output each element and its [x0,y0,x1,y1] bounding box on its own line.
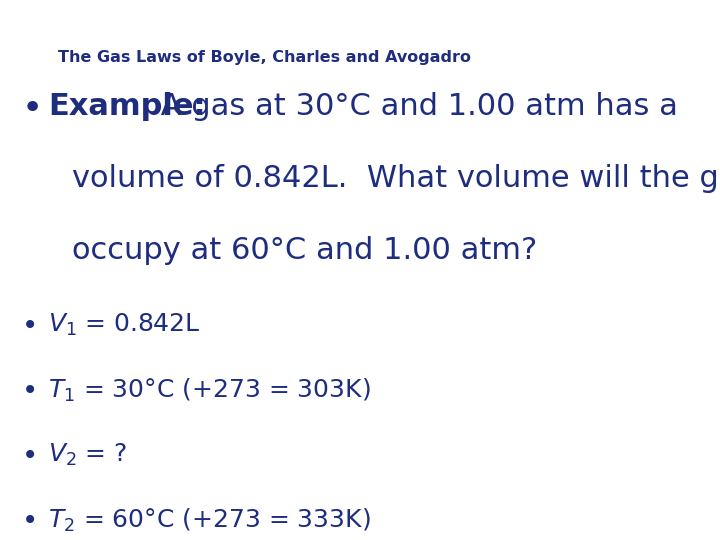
Text: •: • [22,377,38,405]
Text: Example:: Example: [48,92,206,121]
Text: The Gas Laws of Boyle, Charles and Avogadro: The Gas Laws of Boyle, Charles and Avoga… [58,50,471,65]
Text: $V_2$ = ?: $V_2$ = ? [48,442,127,468]
Text: •: • [22,92,43,126]
Text: occupy at 60°C and 1.00 atm?: occupy at 60°C and 1.00 atm? [72,236,537,265]
Text: •: • [22,507,38,535]
Text: $T_1$ = 30°C (+273 = 303K): $T_1$ = 30°C (+273 = 303K) [48,377,371,404]
Text: •: • [22,442,38,470]
Text: A gas at 30°C and 1.00 atm has a: A gas at 30°C and 1.00 atm has a [151,92,678,121]
Text: $V_1$ = 0.842L: $V_1$ = 0.842L [48,312,201,338]
Text: volume of 0.842L.  What volume will the gas: volume of 0.842L. What volume will the g… [72,164,720,193]
Text: •: • [22,312,38,340]
Text: $T_2$ = 60°C (+273 = 333K): $T_2$ = 60°C (+273 = 333K) [48,507,371,534]
